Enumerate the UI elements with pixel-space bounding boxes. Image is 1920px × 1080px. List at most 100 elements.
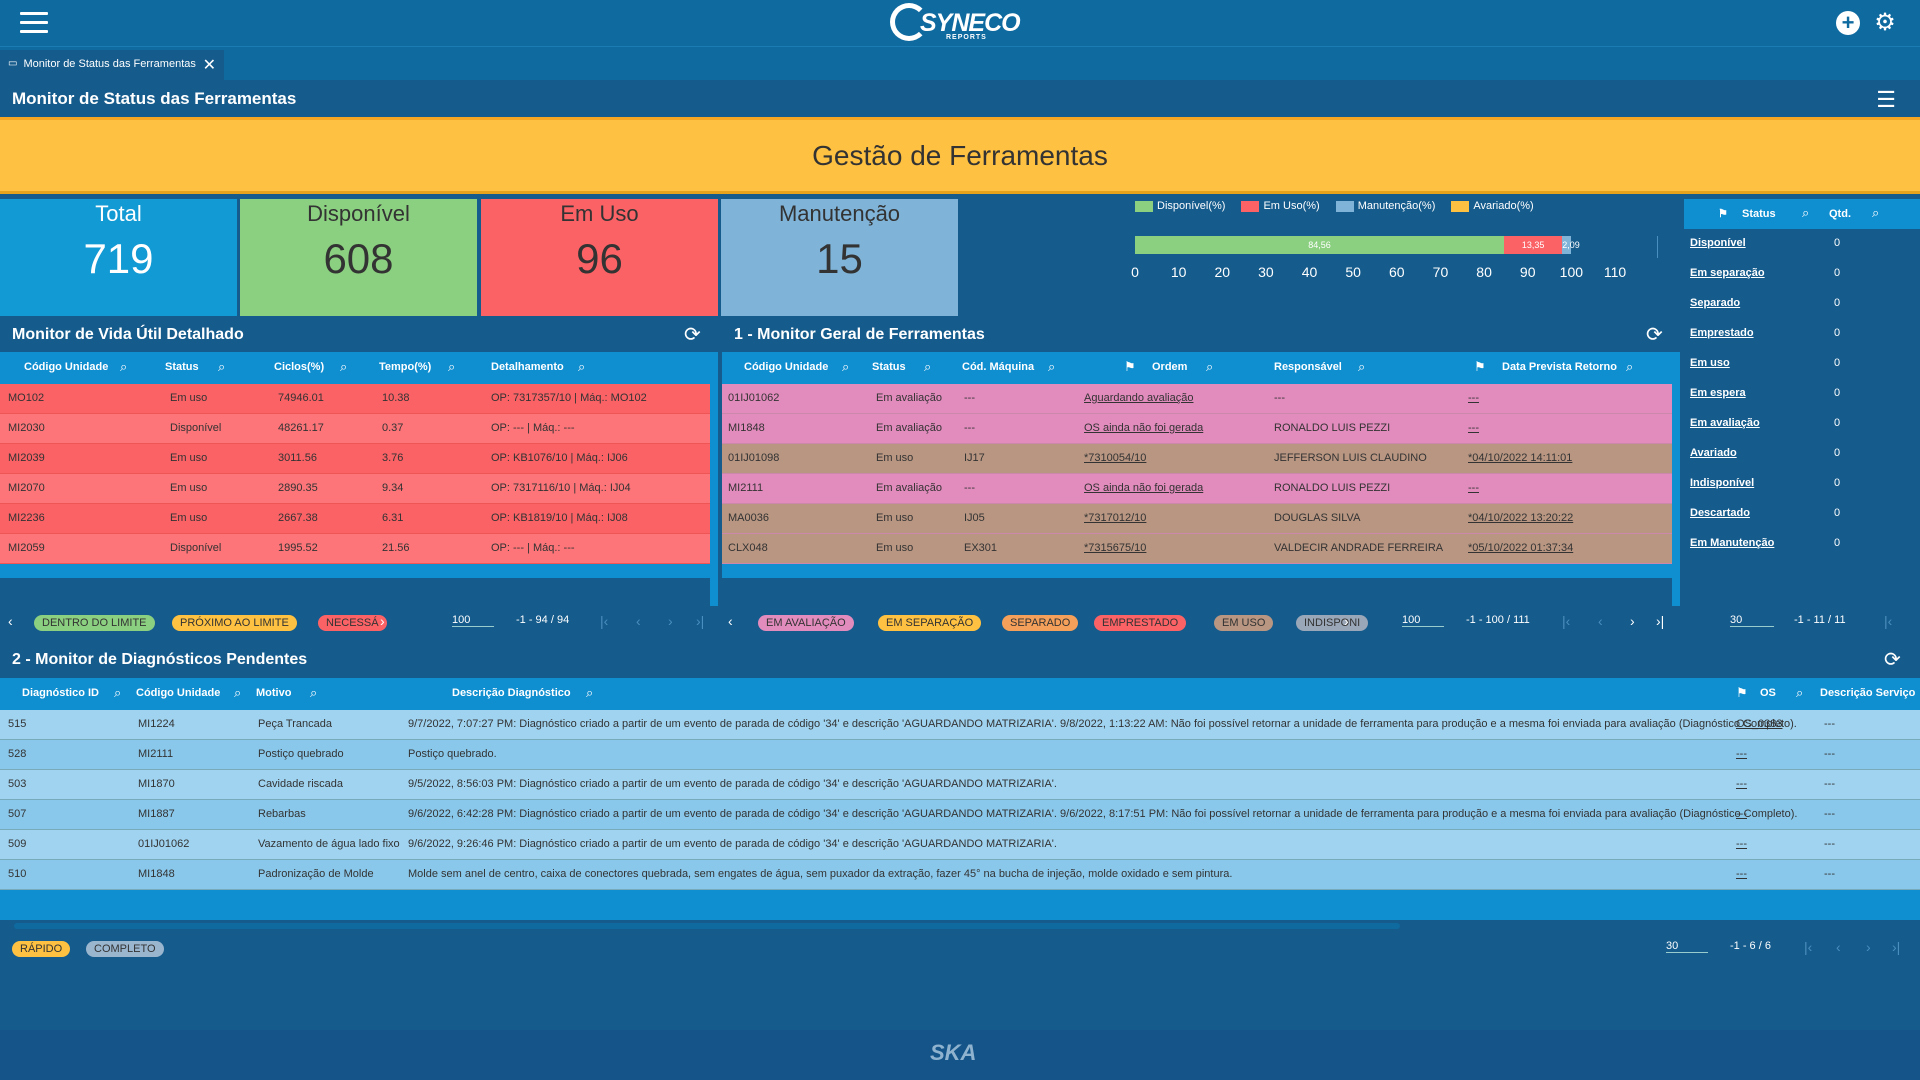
cell-link[interactable]: *7315675/10: [1084, 542, 1147, 554]
cell-link[interactable]: OS_0383: [1736, 718, 1783, 730]
status-link[interactable]: Em avaliação: [1690, 417, 1760, 429]
search-icon[interactable]: ⌕: [218, 359, 226, 374]
cell-link[interactable]: ---: [1736, 748, 1747, 760]
refresh-icon[interactable]: ⟳: [1646, 324, 1663, 346]
status-link[interactable]: Em Manutenção: [1690, 537, 1775, 549]
pin-icon[interactable]: ⚑: [1718, 208, 1728, 220]
card-em-uso: Em Uso 96: [481, 199, 718, 316]
search-icon[interactable]: ⌕: [1802, 205, 1810, 220]
page-size[interactable]: 30: [1666, 940, 1708, 953]
monitor-icon: ▭: [8, 58, 18, 69]
first-page-icon[interactable]: |‹: [1562, 613, 1571, 629]
pin-icon[interactable]: ⚑: [1124, 359, 1136, 374]
filter-chip[interactable]: EM USO: [1214, 615, 1274, 631]
search-icon[interactable]: ⌕: [1206, 359, 1214, 374]
status-link[interactable]: Indisponível: [1690, 477, 1755, 489]
chevron-right-icon[interactable]: ›: [380, 613, 385, 629]
cell-link[interactable]: *7310054/10: [1084, 452, 1147, 464]
search-icon[interactable]: ⌕: [924, 359, 932, 374]
filter-chip[interactable]: INDISPONI: [1296, 615, 1369, 631]
chevron-left-icon[interactable]: ‹: [8, 613, 13, 629]
cell-link[interactable]: ---: [1736, 838, 1747, 850]
filter-chip[interactable]: NECESSÁ: [318, 615, 387, 631]
cell-link[interactable]: ---: [1736, 778, 1747, 790]
search-icon[interactable]: ⌕: [234, 685, 242, 700]
page-size[interactable]: 30: [1730, 614, 1774, 627]
status-link[interactable]: Em separação: [1690, 267, 1765, 279]
table-row: 515 MI1224 Peça Trancada 9/7/2022, 7:07:27 …: [0, 710, 1920, 740]
cell-link[interactable]: ---: [1736, 808, 1747, 820]
last-page-icon[interactable]: ›|: [1892, 939, 1901, 955]
cell-link[interactable]: *7317012/10: [1084, 512, 1147, 524]
search-icon[interactable]: ⌕: [1048, 359, 1056, 374]
cell-link[interactable]: OS ainda não foi gerada: [1084, 422, 1204, 434]
first-page-icon[interactable]: |‹: [1884, 613, 1893, 629]
prev-page-icon[interactable]: ‹: [1836, 939, 1841, 955]
page-size[interactable]: 100: [452, 614, 494, 627]
next-page-icon[interactable]: ›: [668, 613, 673, 629]
filter-chip[interactable]: PRÓXIMO AO LIMITE: [172, 615, 297, 631]
cell: IJ17: [964, 452, 985, 464]
cell-link[interactable]: OS ainda não foi gerada: [1084, 482, 1204, 494]
status-link[interactable]: Avariado: [1690, 447, 1737, 459]
horizontal-scrollbar[interactable]: [0, 920, 1920, 932]
search-icon[interactable]: ⌕: [448, 359, 456, 374]
filter-chip[interactable]: EMPRESTADO: [1094, 615, 1187, 631]
first-page-icon[interactable]: |‹: [600, 613, 609, 629]
cell-link[interactable]: ---: [1736, 868, 1747, 880]
last-page-icon[interactable]: ›|: [696, 613, 705, 629]
refresh-icon[interactable]: ⟳: [1884, 649, 1901, 671]
search-icon[interactable]: ⌕: [310, 685, 318, 700]
first-page-icon[interactable]: |‹: [1804, 939, 1813, 955]
filter-chip[interactable]: RÁPIDO: [12, 941, 71, 957]
search-icon[interactable]: ⌕: [1796, 685, 1804, 700]
cell-link[interactable]: *05/10/2022 01:37:34: [1468, 542, 1574, 554]
filter-chip[interactable]: DENTRO DO LIMITE: [34, 615, 155, 631]
cell-link[interactable]: Aguardando avaliação: [1084, 392, 1194, 404]
gear-icon[interactable]: ⚙: [1874, 9, 1896, 36]
last-page-icon[interactable]: ›|: [1656, 613, 1665, 629]
search-icon[interactable]: ⌕: [578, 359, 586, 374]
close-icon[interactable]: ✕: [202, 57, 216, 74]
pin-icon[interactable]: ⚑: [1736, 685, 1748, 700]
prev-page-icon[interactable]: ‹: [636, 613, 641, 629]
next-page-icon[interactable]: ›: [1866, 939, 1871, 955]
page-size[interactable]: 100: [1402, 614, 1444, 627]
table-row: 509 01IJ01062 Vazamento de água lado fixo 9…: [0, 830, 1920, 860]
cell-link[interactable]: ---: [1468, 482, 1479, 494]
search-icon[interactable]: ⌕: [114, 685, 122, 700]
filter-chip[interactable]: SEPARADO: [1002, 615, 1079, 631]
next-page-icon[interactable]: ›: [1630, 613, 1635, 629]
status-link[interactable]: Em uso: [1690, 357, 1730, 369]
refresh-icon[interactable]: ⟳: [684, 324, 701, 346]
search-icon[interactable]: ⌕: [586, 685, 594, 700]
prev-page-icon[interactable]: ‹: [1598, 613, 1603, 629]
cell-link[interactable]: ---: [1468, 392, 1479, 404]
cell-link[interactable]: *04/10/2022 13:20:22: [1468, 512, 1574, 524]
tab-monitor-status[interactable]: ▭ Monitor de Status das Ferramentas ✕: [0, 50, 224, 81]
chevron-right-icon[interactable]: ›: [1344, 613, 1349, 629]
scrollbar[interactable]: [710, 352, 718, 606]
search-icon[interactable]: ⌕: [1358, 359, 1366, 374]
chevron-left-icon[interactable]: ‹: [728, 613, 733, 629]
status-link[interactable]: Separado: [1690, 297, 1741, 309]
menu-icon[interactable]: [20, 12, 48, 34]
search-icon[interactable]: ⌕: [1872, 205, 1880, 220]
filter-settings-icon[interactable]: ☰: [1876, 87, 1896, 112]
search-icon[interactable]: ⌕: [1626, 359, 1634, 374]
search-icon[interactable]: ⌕: [120, 359, 128, 374]
scrollbar[interactable]: [1672, 352, 1680, 606]
filter-chip[interactable]: COMPLETO: [86, 941, 164, 957]
search-icon[interactable]: ⌕: [842, 359, 850, 374]
pin-icon[interactable]: ⚑: [1474, 359, 1486, 374]
filter-chip[interactable]: EM AVALIAÇÃO: [758, 615, 854, 631]
status-link[interactable]: Em espera: [1690, 387, 1746, 399]
cell-link[interactable]: *04/10/2022 14:11:01: [1468, 452, 1573, 464]
status-link[interactable]: Disponível: [1690, 237, 1746, 249]
status-link[interactable]: Emprestado: [1690, 327, 1754, 339]
search-icon[interactable]: ⌕: [340, 359, 348, 374]
filter-chip[interactable]: EM SEPARAÇÃO: [878, 615, 982, 631]
status-link[interactable]: Descartado: [1690, 507, 1750, 519]
add-icon[interactable]: +: [1836, 11, 1860, 35]
cell-link[interactable]: ---: [1468, 422, 1479, 434]
